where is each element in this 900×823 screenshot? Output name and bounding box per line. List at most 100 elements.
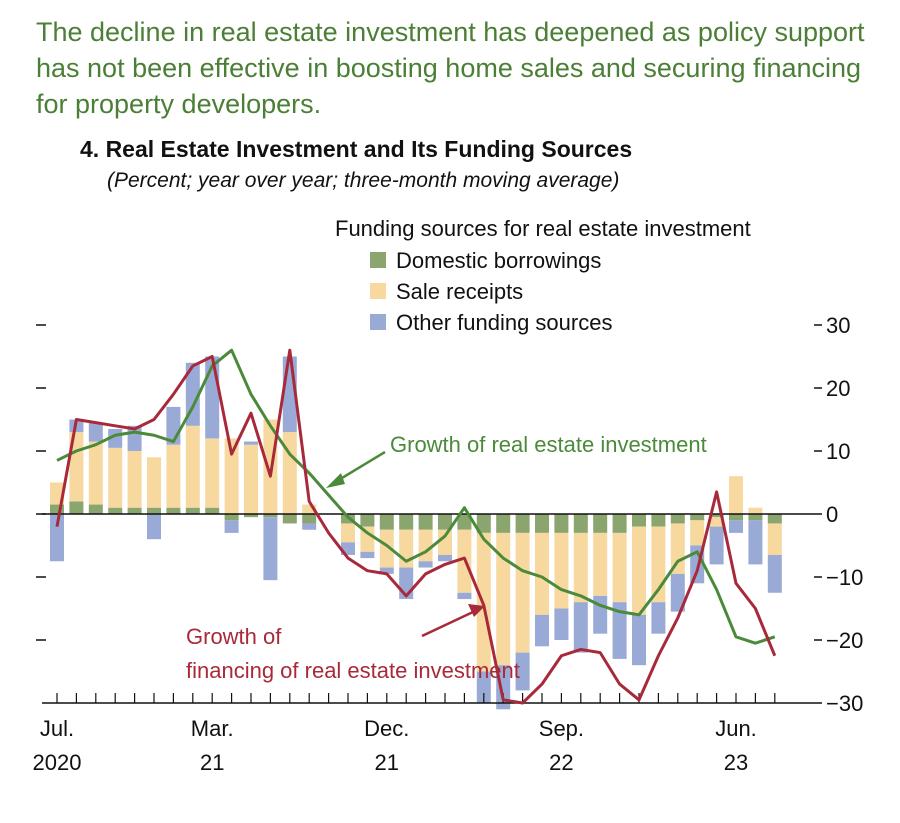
bar-domestic-borrowings bbox=[127, 507, 142, 514]
legend-title: Funding sources for real estate investme… bbox=[335, 216, 751, 241]
bar-sale-receipts bbox=[418, 529, 433, 562]
x-axis-year-label: 2020 bbox=[33, 750, 82, 775]
bar-other-funding-sources bbox=[612, 602, 627, 659]
bar-other-funding-sources bbox=[438, 554, 452, 562]
bar-domestic-borrowings bbox=[69, 501, 84, 514]
bar-domestic-borrowings bbox=[709, 514, 724, 518]
bar-domestic-borrowings bbox=[573, 514, 588, 533]
annotation-financing-growth-line2: financing of real estate investment bbox=[186, 658, 520, 683]
annotation-investment-growth: Growth of real estate investment bbox=[390, 432, 707, 457]
bar-other-funding-sources bbox=[263, 517, 278, 581]
annotations: Growth of real estate investment Growth … bbox=[186, 432, 707, 683]
bar-other-funding-sources bbox=[729, 520, 743, 533]
bar-domestic-borrowings bbox=[205, 507, 220, 514]
legend-swatch-sale-receipts bbox=[370, 283, 386, 299]
bar-sale-receipts bbox=[573, 532, 588, 603]
bar-domestic-borrowings bbox=[438, 514, 452, 530]
bar-sale-receipts bbox=[185, 425, 200, 508]
bar-domestic-borrowings bbox=[360, 514, 375, 527]
bar-domestic-borrowings bbox=[729, 514, 743, 521]
bar-domestic-borrowings bbox=[399, 514, 414, 530]
bar-other-funding-sources bbox=[418, 561, 433, 568]
y-tick-label: 10 bbox=[826, 439, 850, 464]
annotation-arrowhead-financing bbox=[468, 604, 485, 617]
bar-other-funding-sources bbox=[244, 441, 258, 445]
bar-sale-receipts bbox=[302, 504, 317, 514]
bar-sale-receipts bbox=[205, 438, 220, 508]
bar-domestic-borrowings bbox=[147, 507, 161, 514]
annotation-arrowhead-investment bbox=[326, 473, 345, 488]
bar-domestic-borrowings bbox=[651, 514, 666, 527]
bar-other-funding-sources bbox=[535, 614, 549, 647]
y-tick-label: 30 bbox=[826, 313, 850, 338]
x-axis-month-label: Jun. bbox=[715, 716, 757, 741]
bar-sale-receipts bbox=[127, 451, 142, 508]
bar-domestic-borrowings bbox=[88, 504, 103, 514]
bar-sale-receipts bbox=[515, 532, 530, 653]
y-tick-label: 20 bbox=[826, 376, 850, 401]
bar-other-funding-sources bbox=[767, 554, 782, 593]
bar-sale-receipts bbox=[224, 438, 239, 514]
bar-other-funding-sources bbox=[379, 567, 394, 574]
bar-sale-receipts bbox=[438, 529, 452, 555]
bar-domestic-borrowings bbox=[418, 514, 433, 530]
annotation-arrow-investment bbox=[336, 450, 386, 483]
bar-other-funding-sources bbox=[709, 526, 724, 565]
annotation-financing-growth-line1: Growth of bbox=[186, 624, 282, 649]
bar-domestic-borrowings bbox=[50, 504, 64, 514]
bar-domestic-borrowings bbox=[166, 507, 181, 514]
bar-other-funding-sources bbox=[302, 523, 317, 530]
bar-other-funding-sources bbox=[554, 608, 569, 640]
bar-other-funding-sources bbox=[651, 602, 666, 634]
legend: Funding sources for real estate investme… bbox=[335, 216, 751, 335]
legend-swatch-domestic-borrowings bbox=[370, 252, 386, 268]
bar-domestic-borrowings bbox=[379, 514, 394, 530]
annotation-arrow-financing bbox=[421, 610, 474, 638]
y-tick-label: −10 bbox=[826, 565, 863, 590]
bar-domestic-borrowings bbox=[767, 514, 782, 524]
x-axis-year-label: 21 bbox=[200, 750, 224, 775]
x-axis-year-label: 22 bbox=[549, 750, 573, 775]
bar-domestic-borrowings bbox=[496, 514, 511, 533]
bar-domestic-borrowings bbox=[612, 514, 627, 533]
bar-sale-receipts bbox=[709, 517, 724, 527]
y-tick-label: −20 bbox=[826, 628, 863, 653]
legend-label-sale-receipts: Sale receipts bbox=[396, 279, 523, 304]
bar-domestic-borrowings bbox=[670, 514, 685, 524]
line-growth-of-financing-of-real-estate-investment bbox=[55, 348, 777, 705]
x-axis-month-label: Jul. bbox=[40, 716, 74, 741]
bar-domestic-borrowings bbox=[593, 514, 608, 533]
bar-domestic-borrowings bbox=[282, 514, 297, 524]
bar-domestic-borrowings bbox=[690, 514, 705, 521]
y-tick-label: 0 bbox=[826, 502, 838, 527]
bar-sale-receipts bbox=[282, 432, 297, 514]
bar-other-funding-sources bbox=[515, 652, 530, 691]
legend-label-other-funding-sources: Other funding sources bbox=[396, 310, 612, 335]
bar-sale-receipts bbox=[748, 507, 763, 514]
bar-sale-receipts bbox=[554, 532, 569, 609]
bar-other-funding-sources bbox=[457, 592, 472, 600]
bar-domestic-borrowings bbox=[263, 514, 278, 518]
bar-other-funding-sources bbox=[50, 514, 64, 562]
bar-sale-receipts bbox=[535, 532, 549, 615]
bar-sale-receipts bbox=[593, 532, 608, 596]
bar-sale-receipts bbox=[360, 526, 375, 552]
bar-other-funding-sources bbox=[224, 520, 239, 533]
bar-sale-receipts bbox=[244, 444, 258, 514]
legend-swatch-other-funding-sources bbox=[370, 314, 386, 330]
bar-other-funding-sources bbox=[632, 614, 646, 666]
bar-domestic-borrowings bbox=[244, 514, 258, 518]
bar-sale-receipts bbox=[88, 441, 103, 505]
x-axis-month-label: Dec. bbox=[364, 716, 409, 741]
bar-domestic-borrowings bbox=[632, 514, 646, 527]
chart-subtitle: (Percent; year over year; three-month mo… bbox=[107, 169, 620, 192]
x-axis-year-label: 23 bbox=[724, 750, 748, 775]
bar-other-funding-sources bbox=[748, 520, 763, 565]
bar-domestic-borrowings bbox=[185, 507, 200, 514]
bar-sale-receipts bbox=[612, 532, 627, 603]
bar-domestic-borrowings bbox=[108, 507, 123, 514]
bar-sale-receipts bbox=[496, 532, 511, 666]
chart-title: 4. Real Estate Investment and Its Fundin… bbox=[80, 136, 633, 162]
bar-other-funding-sources bbox=[147, 514, 161, 540]
